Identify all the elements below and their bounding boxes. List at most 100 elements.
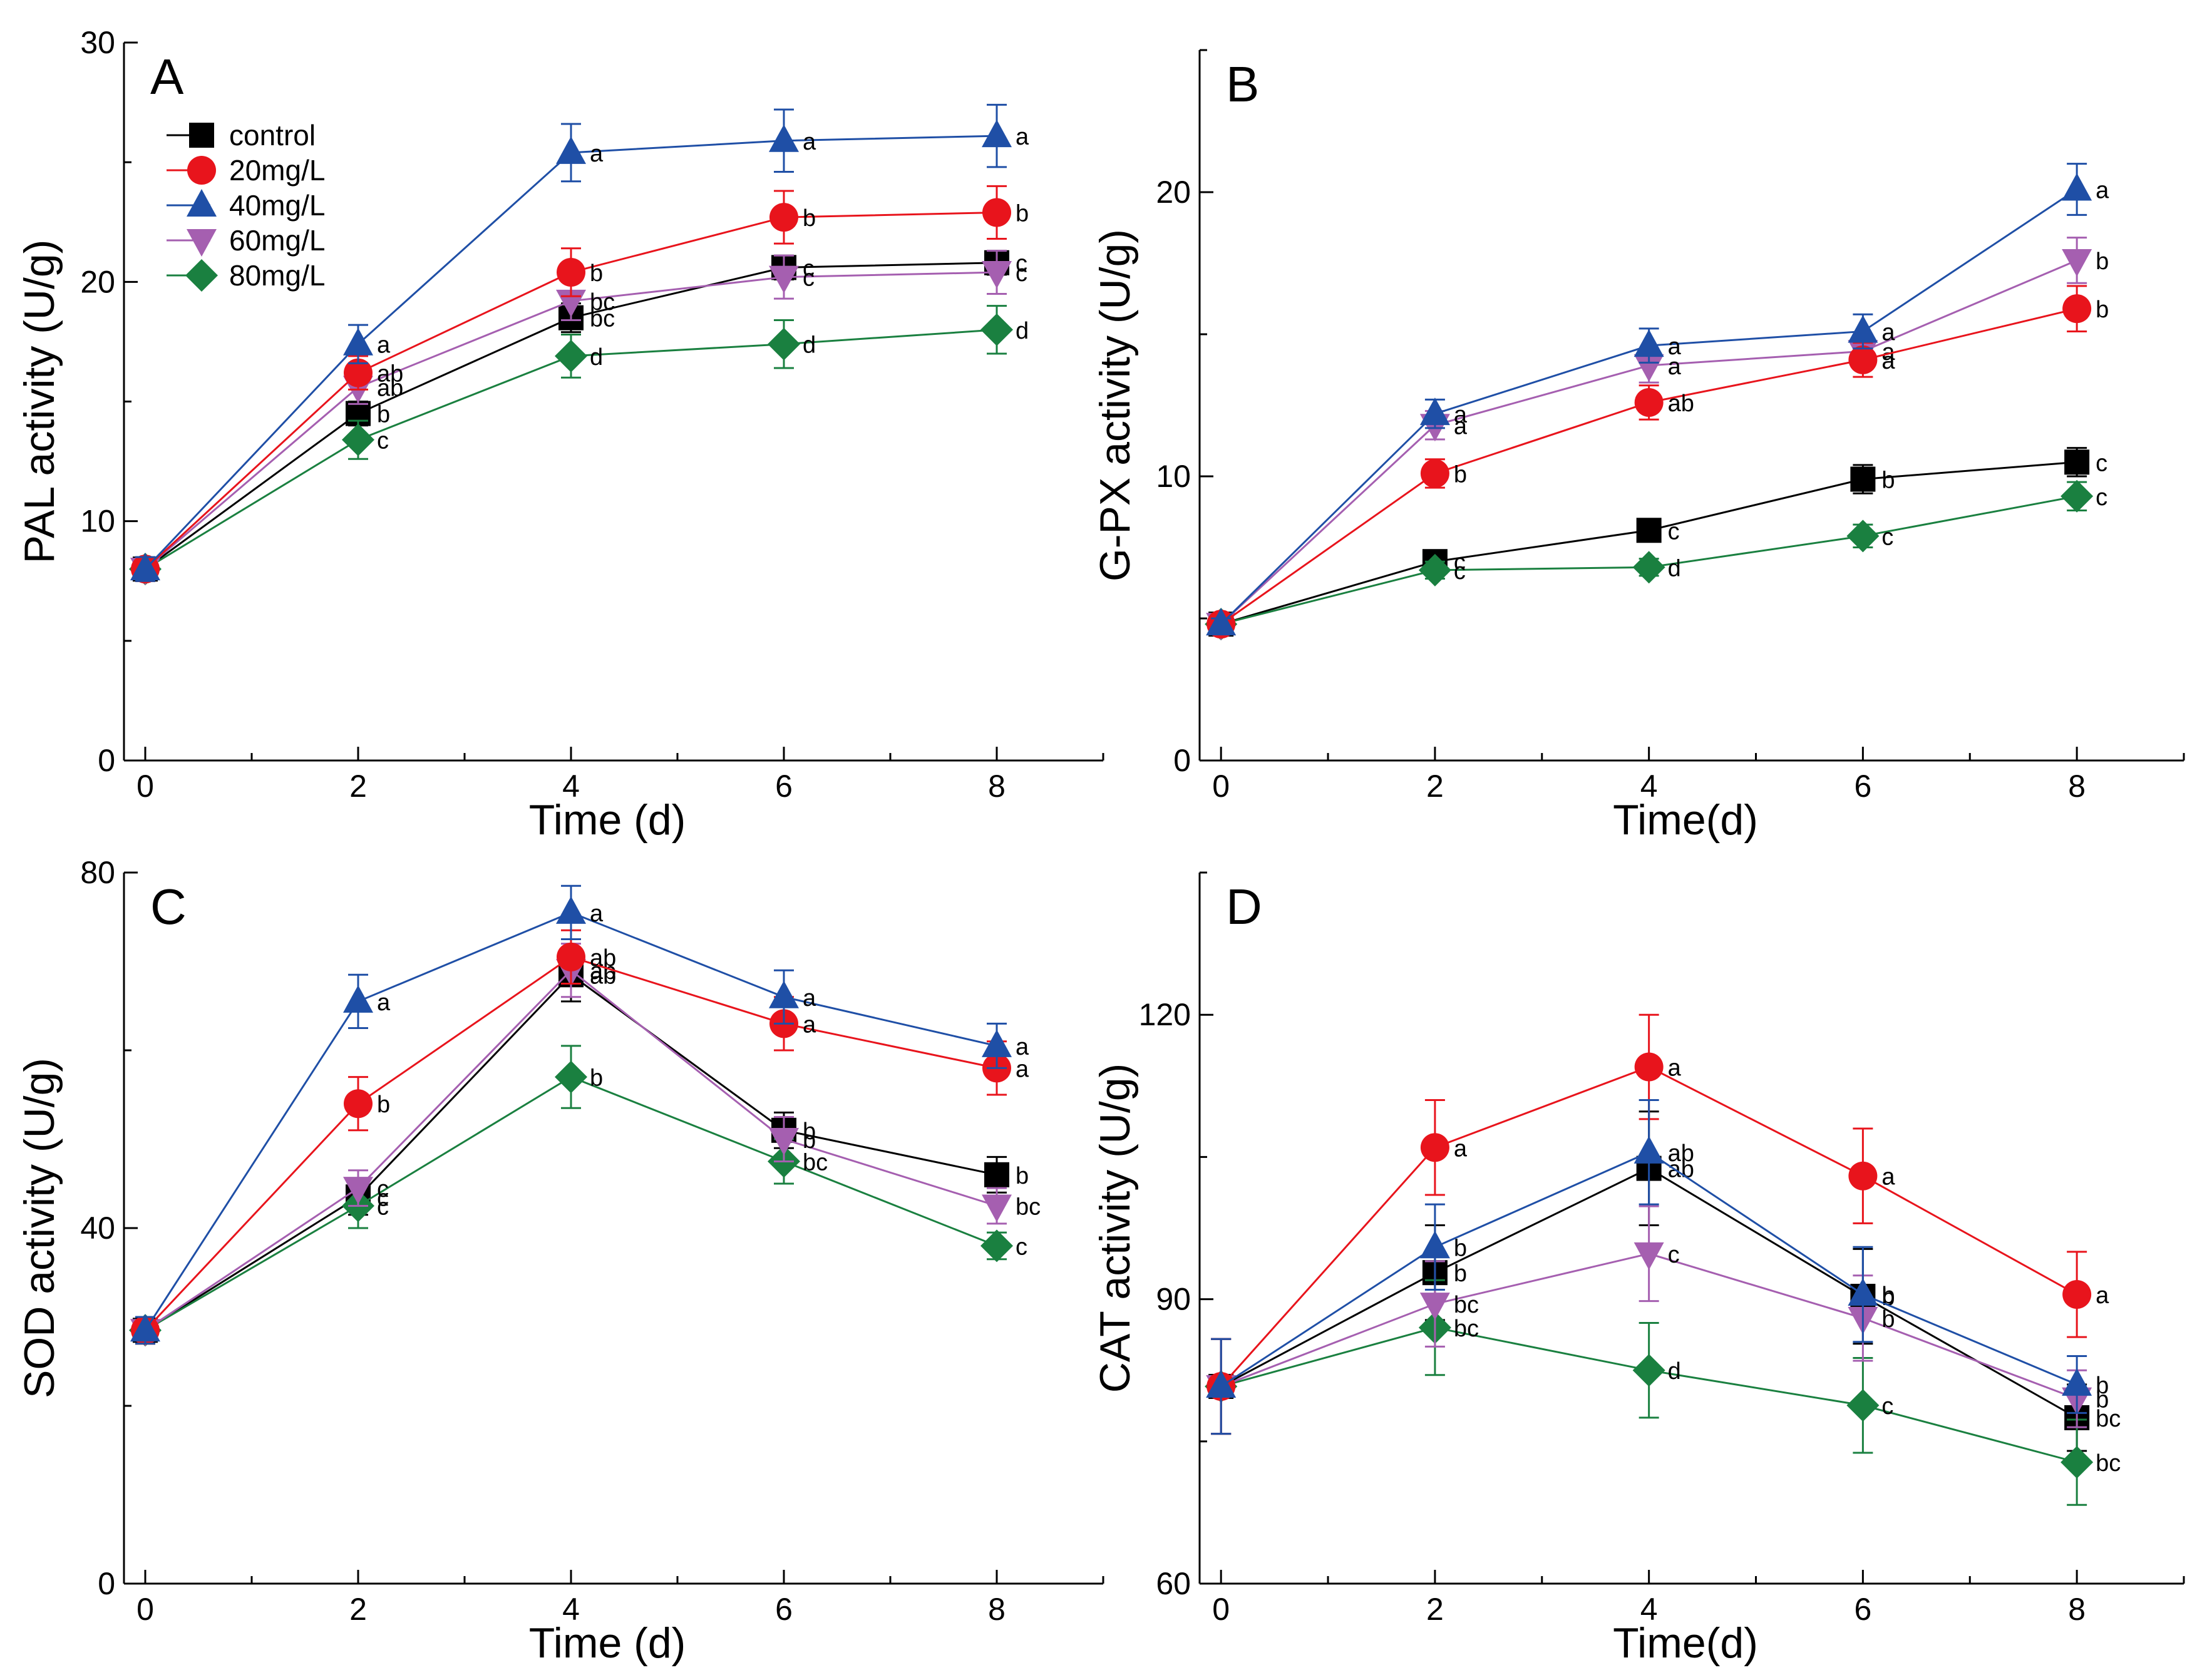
legend-label: 20mg/L [229, 154, 325, 187]
data-point [555, 1060, 587, 1094]
data-point [2062, 173, 2092, 201]
x-tick-label: 4 [1640, 1592, 1658, 1627]
y-axis-title: G-PX activity (U/g) [1091, 229, 1139, 581]
legend-label: 60mg/L [229, 224, 325, 257]
data-point [1418, 553, 1451, 586]
significance-label: a [2096, 1283, 2109, 1309]
data-point [1848, 315, 1878, 343]
x-tick-label: 6 [775, 769, 793, 804]
significance-label: ab [377, 361, 403, 387]
x-axis-title: Time (d) [529, 1619, 686, 1667]
data-point [1206, 1370, 1237, 1398]
data-point [1636, 518, 1662, 543]
significance-label: a [377, 990, 391, 1016]
x-tick-label: 8 [988, 769, 1006, 804]
y-tick-label: 30 [80, 25, 115, 60]
significance-label: d [1016, 318, 1029, 344]
y-tick-label: 90 [1156, 1282, 1191, 1317]
significance-label: a [803, 985, 816, 1012]
significance-label: ab [1668, 1140, 1694, 1167]
data-point [984, 1162, 1009, 1187]
data-point [344, 358, 373, 387]
panel-letter: A [150, 49, 184, 105]
legend-item: control [167, 119, 316, 151]
y-tick-label: 10 [1156, 459, 1191, 494]
significance-label: c [1016, 251, 1027, 277]
significance-label: a [1454, 1135, 1468, 1162]
data-point [769, 980, 799, 1008]
significance-label: b [1881, 1283, 1895, 1309]
x-tick-label: 0 [136, 769, 154, 804]
y-tick-label: 20 [80, 264, 115, 299]
significance-label: a [590, 901, 604, 927]
significance-label: c [1016, 1234, 1027, 1260]
data-point [130, 1314, 160, 1342]
data-point [1420, 459, 1449, 488]
data-point [1846, 520, 1880, 553]
y-axis-title: CAT activity (U/g) [1091, 1063, 1139, 1393]
significance-label: b [2096, 1373, 2109, 1399]
significance-label: b [2096, 1387, 2109, 1413]
significance-label: c [1668, 518, 1680, 545]
significance-label: c [377, 428, 389, 454]
significance-label: a [590, 141, 604, 167]
significance-label: d [1668, 555, 1681, 581]
significance-label: b [803, 1127, 816, 1154]
y-axis-title: PAL activity (U/g) [16, 240, 63, 564]
data-point [1419, 1231, 1450, 1259]
data-point [2061, 1446, 2094, 1479]
y-tick-label: 0 [98, 1566, 115, 1601]
data-point [557, 258, 585, 287]
significance-label: bc [590, 306, 615, 332]
data-point [556, 896, 586, 924]
significance-label: c [2096, 484, 2107, 511]
data-point [344, 1089, 373, 1119]
data-point [980, 1229, 1013, 1263]
significance-label: c [2096, 450, 2107, 476]
significance-label: a [1668, 1055, 1682, 1082]
y-tick-label: 60 [1156, 1566, 1191, 1601]
significance-label: c [377, 1176, 389, 1202]
data-point [1419, 1293, 1450, 1321]
y-axis-title: SOD activity (U/g) [16, 1058, 63, 1398]
data-point [343, 985, 373, 1013]
data-point [1632, 551, 1665, 584]
panel-a: 0 2 4 6 8 0 10 20 30 Time (d) PAL activity (U/g) Ab… [16, 25, 1104, 844]
significance-label: b [377, 402, 390, 428]
data-point [1634, 1052, 1664, 1082]
data-point [1848, 345, 1878, 374]
significance-label: bc [1454, 1292, 1479, 1318]
significance-label: bc [1016, 1194, 1041, 1221]
data-point [1846, 1389, 1880, 1422]
data-point [2062, 248, 2092, 277]
data-point [2062, 1280, 2092, 1309]
data-point [1206, 608, 1237, 636]
x-tick-label: 0 [1212, 769, 1230, 804]
series-80mg-l: c d d d [129, 305, 1029, 586]
significance-label: a [803, 129, 816, 155]
significance-label: bc [590, 289, 615, 315]
significance-label: b [1454, 1261, 1467, 1287]
significance-label: b [803, 205, 816, 232]
significance-label: c [1881, 1393, 1893, 1420]
significance-label: b [590, 260, 603, 287]
significance-label: bc [803, 1150, 828, 1176]
y-tick-label: 120 [1139, 997, 1191, 1032]
significance-label: b [1881, 468, 1895, 494]
data-point [1633, 1135, 1664, 1164]
legend-item: 20mg/L [167, 154, 325, 187]
significance-label: b [590, 1065, 603, 1092]
significance-label: d [803, 332, 816, 359]
significance-label: b [2096, 248, 2109, 275]
data-point [982, 198, 1011, 227]
x-tick-label: 8 [2068, 1592, 2086, 1627]
data-point [2062, 294, 2092, 324]
significance-label: a [1881, 339, 1895, 366]
legend-marker [187, 189, 217, 217]
legend-marker [185, 259, 218, 292]
data-point [1848, 1278, 1878, 1306]
data-point [1632, 1354, 1665, 1387]
